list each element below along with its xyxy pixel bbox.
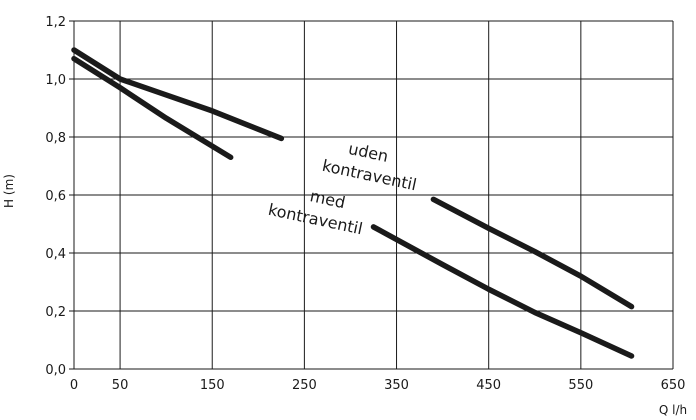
x-tick-label: 0 (70, 378, 78, 393)
y-axis-title: H (m) (2, 174, 16, 208)
y-tick-label: 0,0 (45, 363, 66, 378)
series-line-uden-segment-1 (430, 196, 635, 310)
grid (69, 20, 674, 370)
x-axis-title: Q l/h (659, 403, 687, 417)
y-tick-label: 1,0 (45, 73, 66, 88)
y-tick-label: 0,4 (45, 247, 66, 262)
x-tick-label: 250 (292, 378, 317, 393)
series-line-med-segment-1 (370, 224, 635, 359)
y-tick-label: 0,8 (45, 131, 66, 146)
x-tick-label: 150 (200, 378, 225, 393)
x-tick-label: 350 (384, 378, 409, 393)
series-line-med-segment-0 (71, 55, 234, 161)
x-tick-label: 50 (112, 378, 129, 393)
x-tick-label: 650 (661, 378, 686, 393)
x-tick-label: 550 (568, 378, 593, 393)
tick-labels: 0 50 150 250 350 450 550 650 0,0 0,2 0,4 0,6 0,8 1,0 1… (45, 15, 685, 393)
y-tick-label: 0,2 (45, 305, 66, 320)
x-tick-label: 450 (476, 378, 501, 393)
y-tick-label: 0,6 (45, 189, 66, 204)
y-tick-label: 1,2 (45, 15, 66, 30)
series-line-uden-segment-0 (71, 47, 285, 142)
curves (71, 47, 635, 359)
